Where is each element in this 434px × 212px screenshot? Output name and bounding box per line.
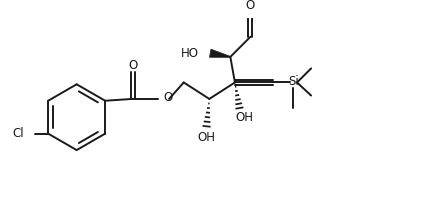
Text: O: O	[164, 92, 173, 105]
Text: Cl: Cl	[13, 127, 24, 140]
Text: HO: HO	[181, 47, 199, 60]
Text: O: O	[246, 0, 255, 12]
Text: Si: Si	[288, 75, 299, 88]
Polygon shape	[210, 49, 230, 57]
Text: OH: OH	[235, 111, 253, 124]
Text: OH: OH	[197, 131, 216, 144]
Text: O: O	[128, 59, 137, 72]
